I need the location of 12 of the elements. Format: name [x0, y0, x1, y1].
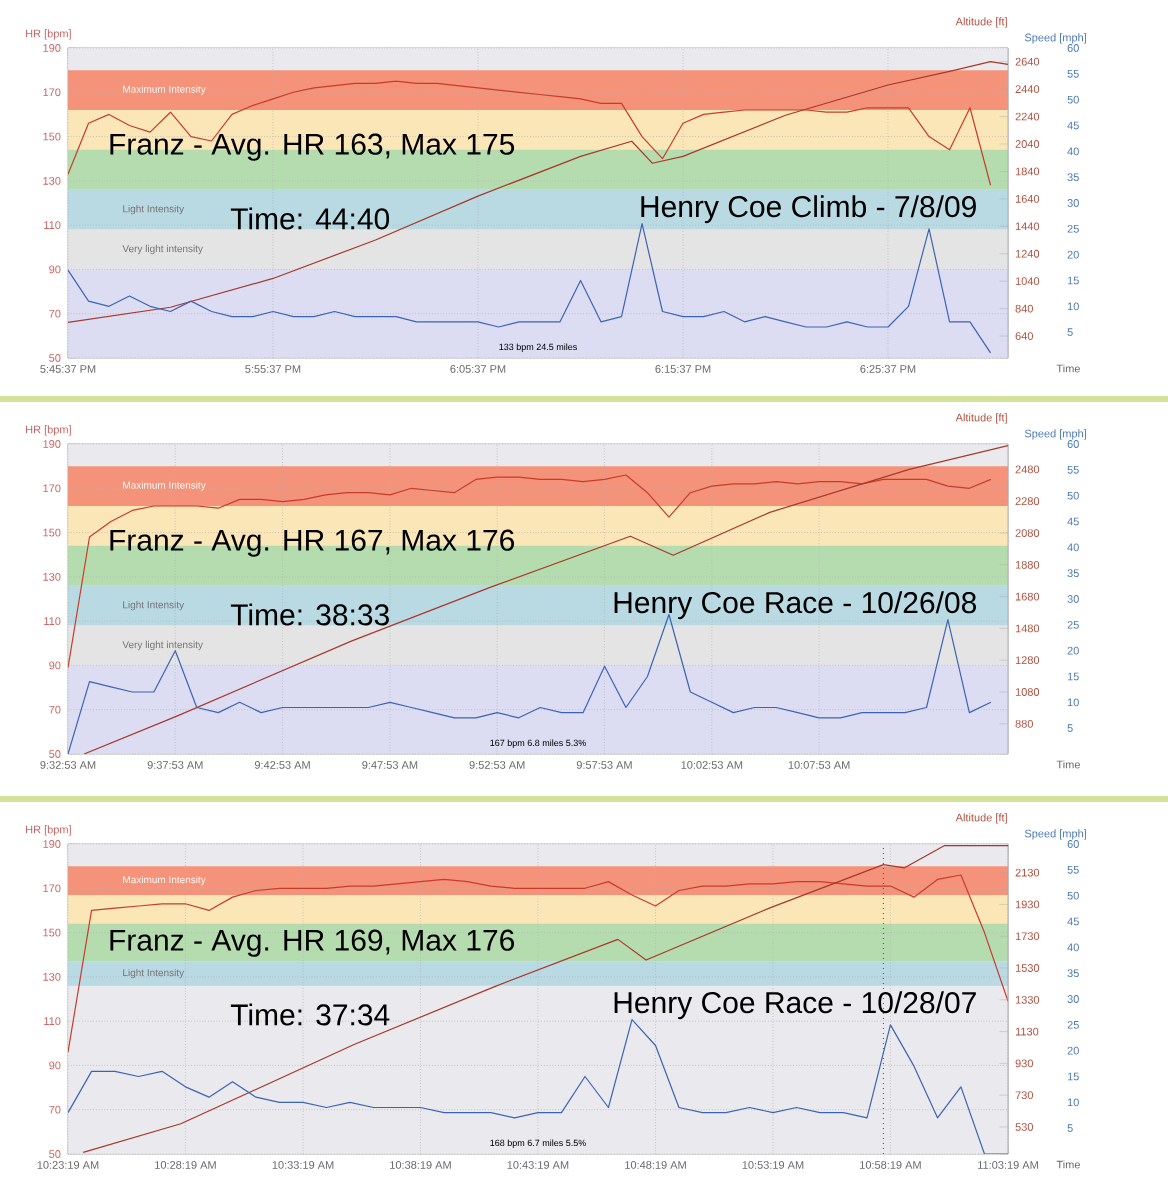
annotation: Henry Coe Climb - 7/8/09 [641, 195, 976, 224]
annotation: Franz - Avg. HR 167, Max 176 [110, 529, 515, 557]
line-series [82, 844, 1009, 1154]
annotation: Henry Coe Race - 10/28/07 [614, 991, 976, 1020]
line-series [83, 444, 1008, 754]
line-series [68, 61, 1008, 323]
annotation: Time: 37:34 [230, 1003, 390, 1026]
annotation: Time: 38:33 [230, 603, 389, 626]
annotation: Time: 44:40 [230, 207, 390, 230]
annotation: Franz - Avg. HR 169, Max 176 [110, 929, 515, 957]
annotation: Henry Coe Race - 10/26/08 [614, 591, 977, 620]
annotation: Franz - Avg. HR 163, Max 175 [110, 133, 515, 161]
